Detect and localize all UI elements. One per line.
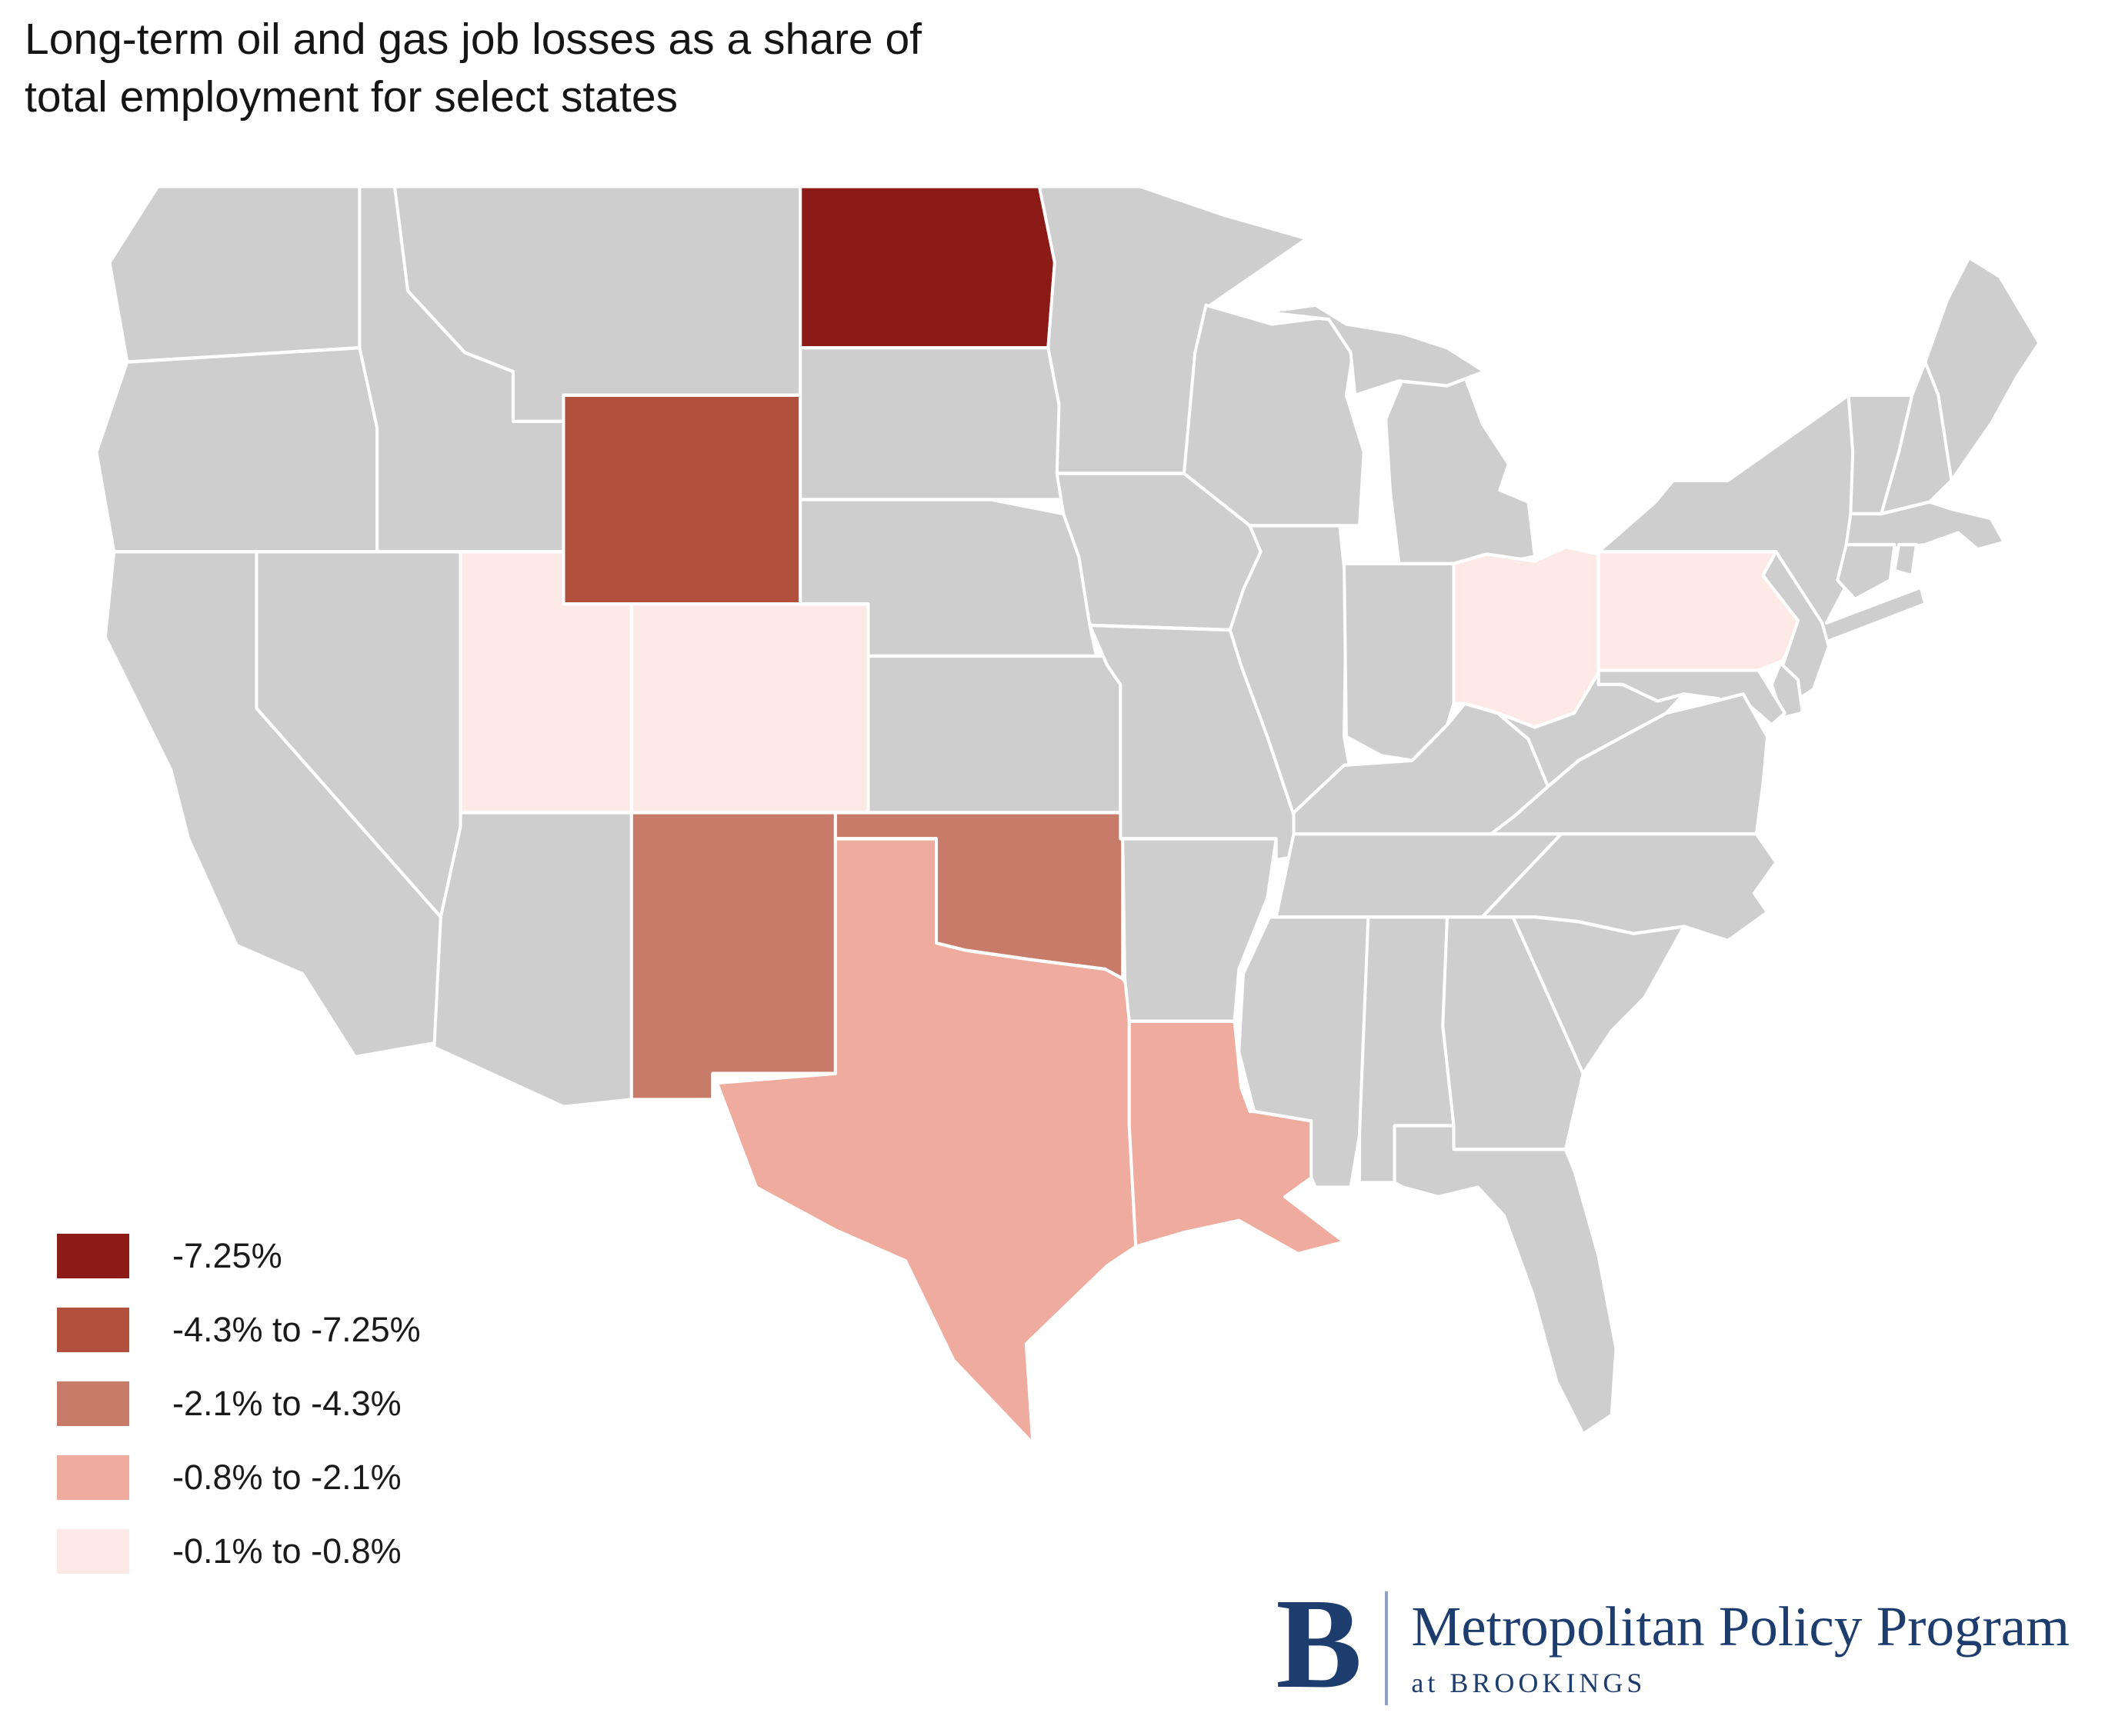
legend-label: -7.25% (172, 1236, 282, 1275)
state-nd (799, 185, 1056, 350)
program-block: Metropolitan Policy Program at BROOKINGS (1411, 1594, 2070, 1700)
page-title: Long-term oil and gas job losses as a sh… (25, 11, 922, 126)
page-title-line2: total employment for select states (25, 72, 679, 122)
state-mi-upper (1263, 303, 1486, 397)
brookings-logo-b-icon: B (1276, 1572, 1363, 1716)
legend-label: -4.3% to -7.25% (172, 1310, 421, 1349)
state-ks (866, 654, 1123, 815)
state-fl (1393, 1124, 1618, 1436)
legend-row: -0.8% to -2.1% (57, 1455, 421, 1500)
state-la (1127, 1019, 1346, 1256)
state-or (95, 346, 379, 554)
legend: -7.25% -4.3% to -7.25% -2.1% to -4.3% -0… (57, 1234, 421, 1574)
legend-swatch-lightest (57, 1529, 129, 1574)
legend-label: -0.1% to -0.8% (172, 1531, 402, 1571)
logo-divider (1385, 1591, 1389, 1705)
legend-row: -7.25% (57, 1234, 421, 1278)
state-oh (1452, 545, 1600, 729)
state-az (432, 811, 633, 1108)
state-nm (629, 811, 837, 1101)
state-wa (108, 185, 362, 364)
state-co (629, 602, 870, 815)
legend-row: -4.3% to -7.25% (57, 1308, 421, 1352)
state-mi-lower (1384, 351, 1536, 565)
legend-swatch-medium (57, 1381, 129, 1426)
brookings-footer: B Metropolitan Policy Program at BROOKIN… (1276, 1572, 2070, 1716)
state-sd (799, 346, 1066, 501)
state-ne (799, 498, 1098, 658)
legend-swatch-light (57, 1455, 129, 1500)
program-subtitle: at BROOKINGS (1411, 1668, 1646, 1699)
state-ri (1893, 542, 1918, 578)
state-in (1343, 561, 1456, 762)
state-ar (1121, 837, 1278, 1023)
us-choropleth-map (95, 185, 2041, 1445)
legend-label: -2.1% to -4.3% (172, 1384, 402, 1423)
states-layer (95, 185, 2041, 1445)
state-va (1490, 692, 1770, 836)
state-sc (1511, 915, 1686, 1075)
state-wy (562, 393, 802, 606)
state-me (1923, 255, 2041, 482)
legend-swatch-dark (57, 1308, 129, 1352)
legend-row: -0.1% to -0.8% (57, 1529, 421, 1574)
state-ct (1836, 542, 1897, 601)
state-wi (1183, 303, 1366, 528)
state-tx (715, 837, 1138, 1445)
legend-label: -0.8% to -2.1% (172, 1458, 402, 1497)
legend-row: -2.1% to -4.3% (57, 1381, 421, 1426)
program-name: Metropolitan Policy Program (1411, 1594, 2070, 1658)
page-title-line1: Long-term oil and gas job losses as a sh… (25, 15, 922, 64)
legend-swatch-darkest (57, 1234, 129, 1278)
